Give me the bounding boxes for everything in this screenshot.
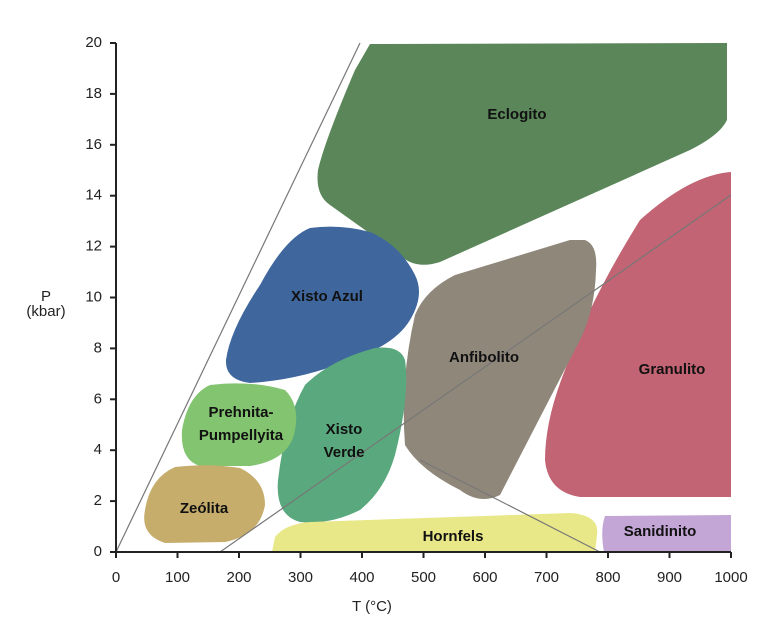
- y-tick-label: 0: [94, 543, 102, 560]
- region: [602, 515, 731, 552]
- region-label: Eclogito: [487, 106, 546, 123]
- region-label: Granulito: [639, 361, 706, 378]
- y-tick-label: 8: [94, 339, 102, 356]
- y-axis-label: (kbar): [26, 303, 65, 320]
- region-label: Pumpellyita: [199, 427, 284, 444]
- region: [545, 172, 731, 497]
- y-axis-label: P: [41, 288, 51, 305]
- x-tick-label: 300: [288, 569, 313, 586]
- region: [317, 43, 727, 265]
- region: [144, 465, 265, 543]
- y-tick-label: 14: [85, 187, 102, 204]
- boundary-line: [419, 459, 601, 553]
- x-axis-label: T (°C): [352, 598, 392, 615]
- x-tick-label: 500: [411, 569, 436, 586]
- x-tick-label: 900: [657, 569, 682, 586]
- region-label: Hornfels: [423, 528, 484, 545]
- boundary-line: [219, 194, 732, 553]
- region-label: Xisto: [326, 421, 363, 438]
- region-label: Zeólita: [180, 500, 229, 517]
- region-labels: Eclogito Xisto Azul Anfibolito Granulito Pre…: [180, 106, 706, 545]
- regions: [144, 43, 731, 552]
- y-tick-label: 12: [85, 238, 102, 255]
- y-tick-label: 2: [94, 492, 102, 509]
- x-tick-label: 700: [534, 569, 559, 586]
- x-tick-label: 1000: [714, 569, 747, 586]
- region: [181, 383, 297, 466]
- x-tick-label: 800: [595, 569, 620, 586]
- boundary-line: [115, 42, 361, 553]
- x-tick-label: 200: [226, 569, 251, 586]
- region: [277, 347, 407, 523]
- region-label: Sanidinito: [624, 523, 697, 540]
- y-tick-label: 20: [85, 34, 102, 51]
- x-tick-label: 0: [112, 569, 120, 586]
- y-tick-label: 6: [94, 390, 102, 407]
- y-tick-label: 4: [94, 441, 102, 458]
- x-tick-label: 100: [165, 569, 190, 586]
- region: [225, 226, 419, 383]
- region: [403, 240, 597, 499]
- region-label: Prehnita-: [208, 404, 273, 421]
- region-label: Verde: [324, 444, 365, 461]
- y-tick-label: 10: [85, 288, 102, 305]
- region: [272, 513, 598, 552]
- x-tick-label: 400: [349, 569, 374, 586]
- y-tick-label: 18: [85, 85, 102, 102]
- region-label: Anfibolito: [449, 349, 519, 366]
- x-tick-label: 600: [472, 569, 497, 586]
- y-tick-label: 16: [85, 136, 102, 153]
- region-label: Xisto Azul: [291, 288, 363, 305]
